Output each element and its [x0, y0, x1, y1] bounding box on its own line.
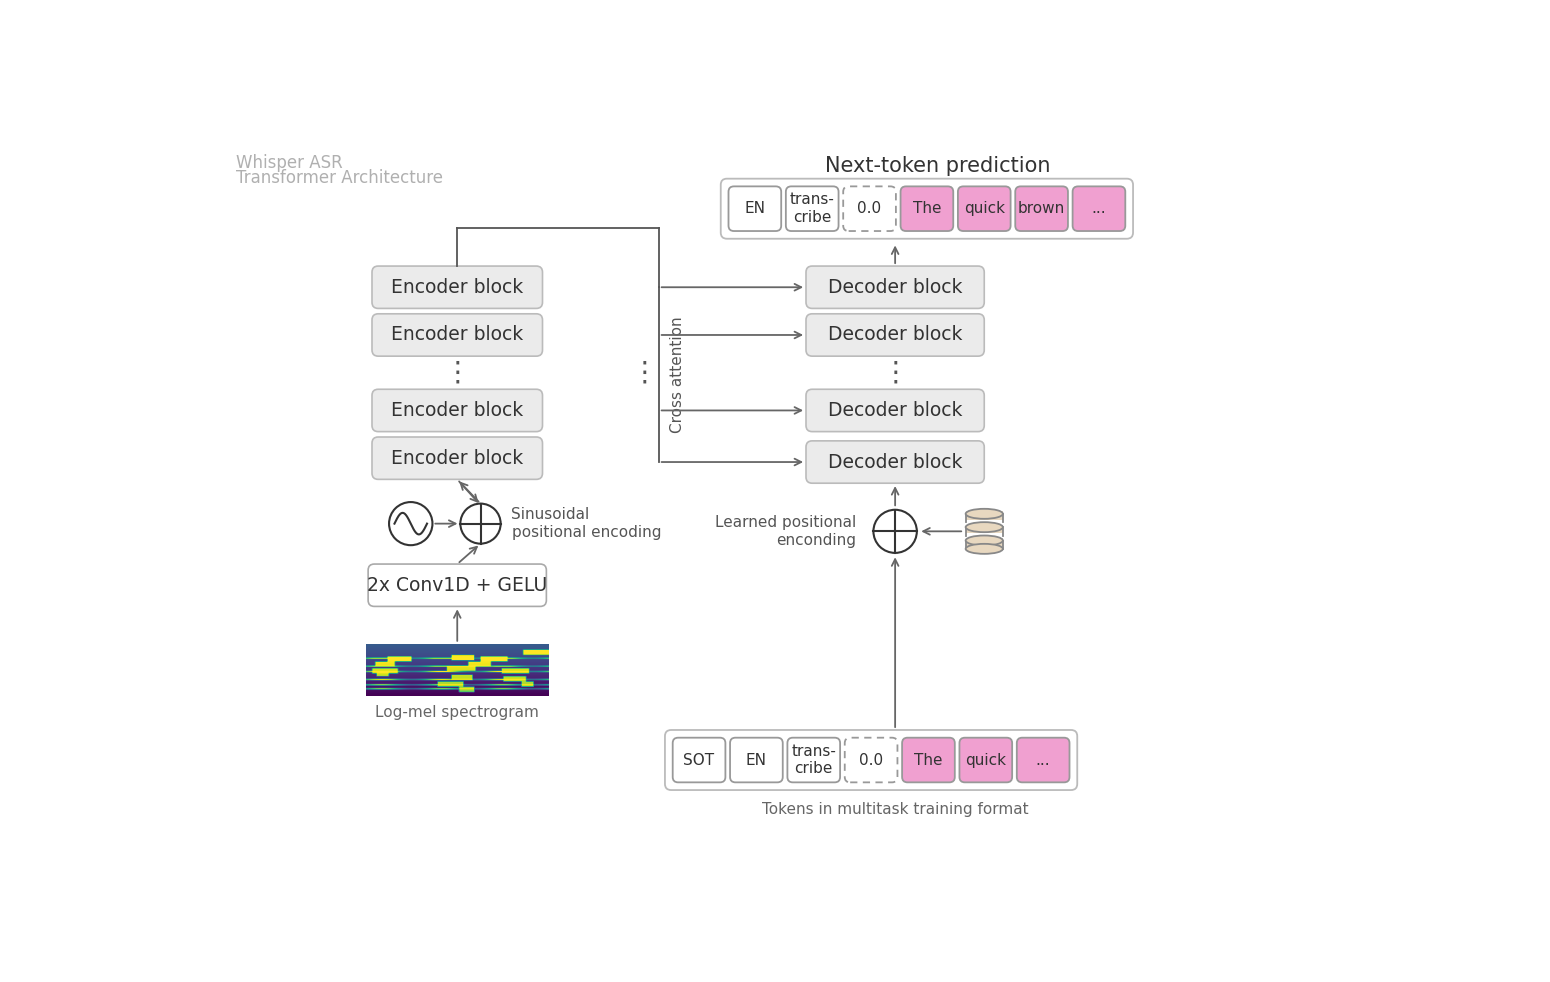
FancyBboxPatch shape	[369, 564, 546, 607]
Text: ...: ...	[1035, 752, 1051, 768]
Text: Learned positional
enconding: Learned positional enconding	[715, 516, 856, 548]
FancyBboxPatch shape	[787, 737, 840, 783]
FancyBboxPatch shape	[959, 737, 1012, 783]
Text: The: The	[913, 201, 941, 216]
Text: Encoder block: Encoder block	[391, 449, 524, 467]
Text: ⋮: ⋮	[882, 358, 908, 387]
FancyBboxPatch shape	[806, 441, 984, 483]
Text: ⋮: ⋮	[631, 358, 659, 387]
Bar	[966, 538, 1003, 546]
FancyBboxPatch shape	[372, 437, 542, 479]
Ellipse shape	[966, 535, 1003, 546]
Text: ...: ...	[1091, 201, 1107, 216]
Text: 0.0: 0.0	[857, 201, 882, 216]
Ellipse shape	[966, 509, 1003, 518]
Text: Next-token prediction: Next-token prediction	[825, 155, 1051, 176]
FancyBboxPatch shape	[721, 179, 1133, 239]
FancyBboxPatch shape	[372, 314, 542, 356]
Text: EN: EN	[744, 201, 766, 216]
FancyBboxPatch shape	[673, 737, 725, 783]
Ellipse shape	[966, 522, 1003, 532]
FancyBboxPatch shape	[728, 187, 781, 231]
Text: EN: EN	[746, 752, 767, 768]
FancyBboxPatch shape	[665, 730, 1077, 791]
FancyBboxPatch shape	[901, 187, 953, 231]
Text: Cross attention: Cross attention	[670, 316, 685, 433]
Text: SOT: SOT	[684, 752, 715, 768]
FancyBboxPatch shape	[372, 389, 542, 432]
Text: The: The	[914, 752, 942, 768]
FancyBboxPatch shape	[730, 737, 783, 783]
Text: quick: quick	[964, 201, 1004, 216]
Text: 2x Conv1D + GELU: 2x Conv1D + GELU	[367, 575, 547, 595]
Text: Log-mel spectrogram: Log-mel spectrogram	[375, 705, 539, 721]
Text: Whisper ASR: Whisper ASR	[236, 154, 343, 172]
FancyBboxPatch shape	[1017, 737, 1070, 783]
FancyBboxPatch shape	[806, 389, 984, 432]
FancyBboxPatch shape	[1073, 187, 1125, 231]
FancyBboxPatch shape	[786, 187, 839, 231]
Text: Decoder block: Decoder block	[828, 278, 963, 297]
FancyBboxPatch shape	[806, 266, 984, 308]
Text: Tokens in multitask training format: Tokens in multitask training format	[761, 801, 1029, 817]
Text: Sinusoidal
positional encoding: Sinusoidal positional encoding	[512, 508, 660, 540]
FancyBboxPatch shape	[845, 737, 897, 783]
FancyBboxPatch shape	[372, 266, 542, 308]
Text: 0.0: 0.0	[859, 752, 883, 768]
FancyBboxPatch shape	[843, 187, 896, 231]
Text: Decoder block: Decoder block	[828, 325, 963, 345]
FancyBboxPatch shape	[1015, 187, 1068, 231]
Text: Decoder block: Decoder block	[828, 453, 963, 471]
Text: trans-
cribe: trans- cribe	[792, 743, 835, 776]
Ellipse shape	[966, 544, 1003, 554]
Text: brown: brown	[1018, 201, 1065, 216]
Text: Transformer Architecture: Transformer Architecture	[236, 170, 443, 188]
FancyBboxPatch shape	[902, 737, 955, 783]
Text: Decoder block: Decoder block	[828, 401, 963, 420]
Text: Encoder block: Encoder block	[391, 278, 524, 297]
FancyBboxPatch shape	[806, 314, 984, 356]
Text: trans-
cribe: trans- cribe	[790, 192, 834, 225]
Text: Encoder block: Encoder block	[391, 325, 524, 345]
Text: quick: quick	[966, 752, 1006, 768]
Bar	[966, 524, 1003, 533]
Text: Encoder block: Encoder block	[391, 401, 524, 420]
FancyBboxPatch shape	[958, 187, 1011, 231]
Text: ⋮: ⋮	[443, 358, 471, 387]
Bar	[966, 512, 1003, 519]
